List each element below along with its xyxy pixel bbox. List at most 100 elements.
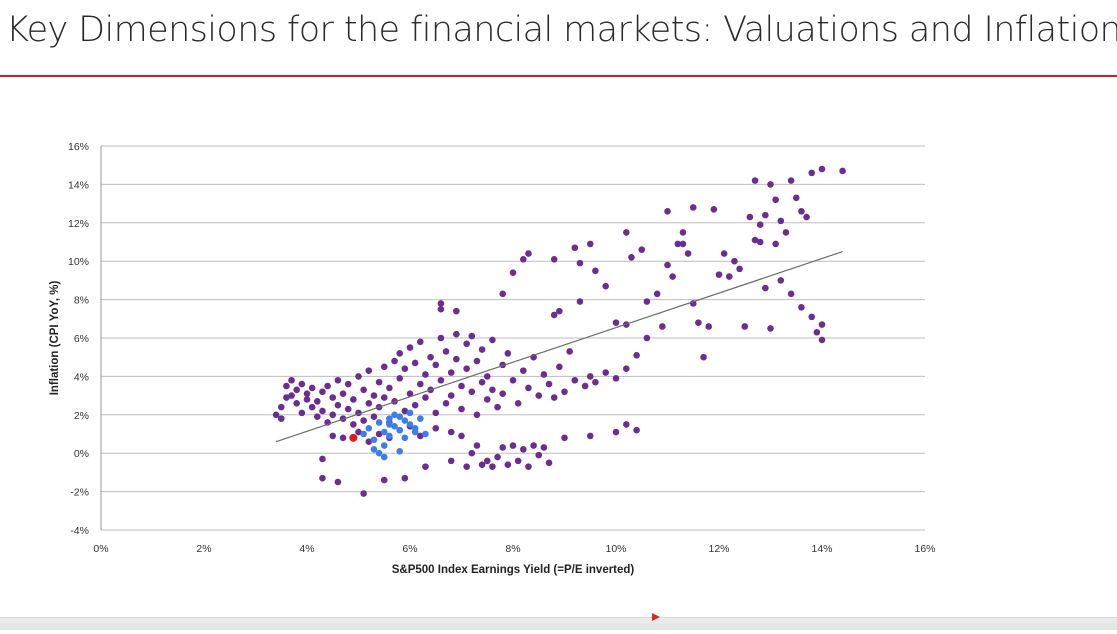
data-point [592, 378, 599, 386]
x-tick-label: 14% [811, 543, 832, 555]
y-tick-label: 8% [74, 295, 89, 307]
data-point [782, 229, 790, 236]
data-point [576, 298, 584, 305]
data-point [478, 346, 486, 353]
data-point [344, 405, 352, 413]
data-point [319, 455, 326, 463]
data-point [442, 399, 450, 407]
data-point [525, 384, 532, 392]
data-point [314, 413, 321, 421]
data-point [401, 407, 409, 415]
data-point [324, 382, 331, 390]
data-point [530, 442, 537, 449]
data-point [365, 438, 373, 445]
data-point [380, 394, 388, 401]
data-point [432, 409, 440, 417]
y-tick-label: 6% [74, 333, 89, 345]
x-tick-label: 6% [402, 543, 417, 555]
y-tick-label: 16% [68, 141, 89, 153]
data-point [314, 398, 321, 405]
data-point [473, 442, 481, 449]
recent-point [380, 453, 388, 461]
data-point [792, 194, 800, 202]
data-point [674, 240, 682, 248]
data-point [808, 169, 815, 177]
data-point [458, 382, 465, 390]
data-point [623, 421, 630, 428]
data-point [283, 382, 290, 390]
data-point [468, 388, 476, 396]
recent-point [370, 446, 378, 453]
data-point [380, 476, 388, 484]
data-point [628, 254, 635, 261]
data-point [520, 446, 527, 453]
data-point [664, 261, 671, 269]
current-point [349, 433, 358, 442]
data-point [489, 463, 496, 470]
data-point [550, 255, 558, 263]
data-point [772, 240, 779, 248]
data-point [715, 271, 723, 278]
data-point [756, 238, 764, 246]
y-tick-label: 14% [68, 179, 89, 191]
data-point [411, 359, 419, 367]
data-point [370, 413, 378, 421]
data-point [731, 257, 738, 265]
data-point [612, 319, 620, 326]
y-tick-labels: 16% 14% 12% 10% 8% 6% 4% 2% 0% -2% -4% [68, 141, 89, 537]
data-point [509, 376, 517, 384]
data-point [633, 426, 640, 434]
data-point [695, 319, 702, 326]
data-point [540, 371, 548, 378]
bottom-marker [652, 613, 660, 621]
x-tick-labels: 0% 2% 4% 6% 8% 10% 12% 14% 16% [93, 543, 935, 555]
data-point [504, 350, 512, 357]
data-point [406, 344, 414, 351]
data-point [447, 428, 455, 436]
data-point [288, 376, 295, 384]
data-point [638, 246, 646, 253]
data-point [509, 442, 517, 449]
data-point [293, 399, 301, 407]
recent-point [396, 426, 404, 434]
data-point [303, 396, 311, 403]
data-point [504, 461, 512, 469]
data-point [360, 490, 367, 497]
recent-point [365, 424, 373, 432]
data-point [623, 229, 630, 236]
data-point [514, 399, 522, 407]
data-point [319, 474, 326, 482]
data-point [303, 390, 311, 397]
data-point [401, 365, 409, 373]
x-axis-label: S&P500 Index Earnings Yield (=P/E invert… [392, 564, 635, 576]
data-point [499, 390, 507, 397]
data-point [447, 369, 455, 376]
x-tick-label: 16% [914, 543, 935, 555]
data-point [535, 392, 543, 399]
data-point [453, 330, 460, 338]
data-point [787, 177, 795, 184]
data-point [839, 167, 846, 175]
recent-point [370, 436, 378, 444]
data-point [442, 348, 450, 355]
recent-point [401, 434, 409, 442]
data-point [308, 384, 316, 392]
data-point [561, 434, 568, 442]
data-point [653, 290, 661, 298]
data-point [586, 432, 594, 440]
data-point [643, 298, 651, 305]
data-point [751, 177, 759, 184]
recent-point [411, 428, 419, 436]
recent-point [422, 430, 429, 438]
data-point [453, 307, 460, 315]
trendline [275, 251, 843, 443]
data-point [751, 236, 759, 244]
data-point [818, 336, 826, 344]
data-point [762, 284, 769, 292]
data-point [633, 351, 640, 359]
data-point [350, 396, 357, 403]
data-point [447, 457, 455, 465]
data-point [329, 394, 337, 401]
data-point [437, 300, 445, 307]
